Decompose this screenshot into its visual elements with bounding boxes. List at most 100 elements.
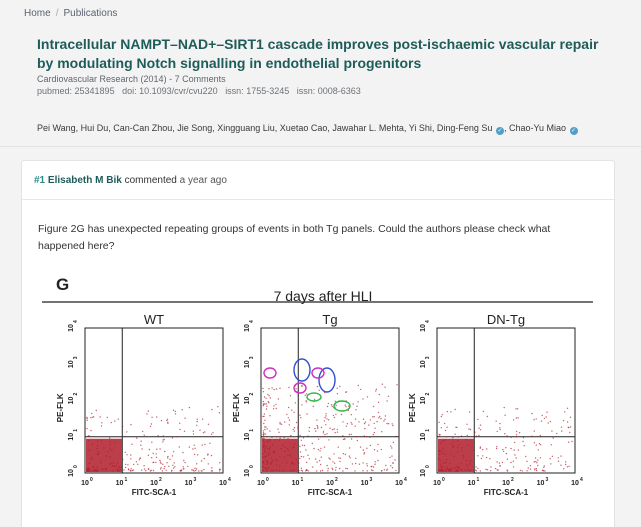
event-dot [531, 435, 533, 437]
event-dot [123, 469, 125, 471]
event-dot [358, 463, 361, 465]
event-dot [541, 469, 544, 471]
event-dot [97, 468, 99, 470]
event-dot [515, 457, 517, 459]
panel-frame [436, 327, 576, 474]
event-dot [156, 416, 158, 418]
breadcrumb-home-link[interactable]: Home [24, 8, 51, 19]
event-dot [326, 433, 328, 435]
y-tick-label: 10 [420, 397, 427, 405]
event-dot [152, 452, 154, 455]
event-dot [516, 408, 519, 410]
event-dot [267, 393, 269, 396]
event-dot [438, 449, 440, 451]
event-dot [160, 419, 163, 422]
event-dot [456, 426, 458, 429]
event-dot [468, 411, 471, 413]
journal-name: Cardiovascular Research (2014) [37, 74, 167, 84]
event-dot [539, 444, 542, 446]
event-dot [210, 433, 213, 435]
event-dot [265, 460, 267, 462]
event-dot [111, 462, 113, 465]
event-dot [439, 442, 442, 444]
event-dot [295, 388, 297, 390]
event-dot [172, 467, 175, 469]
comments-count-link[interactable]: 7 Comments [174, 74, 226, 84]
event-dot [95, 409, 97, 412]
event-dot [203, 457, 205, 460]
event-dot [278, 431, 280, 433]
event-dot [262, 469, 264, 471]
event-dot [262, 387, 264, 390]
x-tick-exponent: 2 [159, 477, 162, 483]
event-dot [271, 444, 274, 446]
event-dot [165, 469, 167, 471]
event-dot [266, 428, 268, 430]
event-dot [96, 447, 98, 450]
event-dot [103, 447, 105, 449]
event-dot [473, 469, 475, 471]
event-dot [140, 444, 142, 446]
event-dot [449, 467, 452, 469]
event-dot [303, 444, 306, 447]
event-dot [262, 400, 265, 403]
event-dot [279, 455, 281, 458]
event-dot [512, 466, 515, 468]
event-dot [196, 420, 198, 423]
event-dot [183, 430, 186, 432]
event-dot [305, 469, 308, 471]
event-dot [381, 383, 384, 385]
event-dot [480, 457, 483, 460]
event-dot [279, 437, 281, 439]
event-dot [354, 470, 356, 472]
event-dot [88, 467, 90, 470]
x-tick-label: 10 [395, 480, 403, 487]
event-dot [173, 462, 175, 464]
event-dot [198, 470, 200, 472]
event-dot [373, 449, 376, 451]
event-dot [299, 414, 301, 416]
event-dot [113, 462, 115, 464]
event-dot [331, 405, 333, 407]
event-dot [163, 467, 165, 470]
y-tick-label: 10 [244, 397, 251, 405]
event-dot [384, 418, 386, 420]
event-dot [356, 439, 358, 442]
event-dot [535, 418, 537, 420]
comment-number[interactable]: #1 [34, 175, 46, 186]
y-tick-label: 10 [420, 433, 427, 441]
y-tick-exponent: 4 [249, 320, 255, 323]
y-tick-label: 10 [68, 469, 75, 477]
event-dot [490, 466, 492, 468]
event-dot [348, 405, 350, 407]
event-dot [490, 470, 492, 472]
event-dot [159, 468, 162, 470]
event-dot [150, 423, 153, 425]
x-tick-exponent: 3 [370, 477, 373, 483]
event-dot [262, 405, 264, 407]
event-dot [211, 467, 213, 469]
event-dot [380, 417, 382, 420]
event-dot [312, 405, 314, 408]
event-dot [265, 403, 267, 405]
x-tick-exponent: 2 [511, 477, 514, 483]
event-dot [327, 467, 329, 470]
event-dot [269, 452, 271, 455]
breadcrumb-publications-link[interactable]: Publications [63, 8, 118, 19]
event-dot [473, 450, 475, 452]
event-dot [364, 427, 366, 430]
event-dot [449, 462, 451, 465]
event-dot [319, 450, 321, 452]
event-dot [339, 385, 341, 388]
event-dot [175, 436, 178, 438]
event-dot [536, 462, 538, 464]
event-dot [563, 468, 565, 470]
event-dot [342, 421, 344, 423]
event-dot [486, 469, 489, 471]
comment-author[interactable]: Elisabeth M Bik [47, 175, 122, 186]
event-dot [276, 459, 278, 462]
y-tick-exponent: 1 [73, 429, 79, 432]
event-dot [537, 449, 539, 451]
event-dot [160, 467, 162, 469]
event-dot [392, 441, 395, 444]
